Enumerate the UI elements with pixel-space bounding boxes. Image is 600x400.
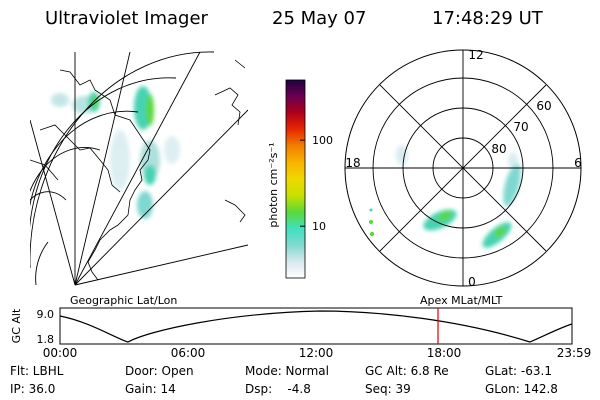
gc-alt-info: GC Alt: 6.8 Re xyxy=(365,364,449,378)
mlat-label-80: 80 xyxy=(491,142,506,156)
altitude-xtick: 06:00 xyxy=(171,346,206,360)
left-map-label: Geographic Lat/Lon xyxy=(70,294,177,307)
door-info: Door: Open xyxy=(125,364,194,378)
polar-map: 12 0 18 6 60 70 80 xyxy=(344,48,582,289)
coastlines xyxy=(30,59,246,281)
mlat-label-70: 70 xyxy=(513,120,528,134)
colorbar-tick-label: 100 xyxy=(312,134,333,147)
left-aurora-emission xyxy=(51,86,180,219)
colorbar-label: photon cm⁻²s⁻¹ xyxy=(267,142,280,227)
seq-info: Seq: 39 xyxy=(365,382,411,396)
mlt-label-left: 18 xyxy=(345,156,360,170)
right-map-label: Apex MLat/MLT xyxy=(420,294,503,307)
outlier-dot xyxy=(369,220,373,224)
right-aurora-emission xyxy=(396,145,521,248)
glon-info: GLon: 142.8 xyxy=(485,382,558,396)
colorbar-ticks: 100 10 xyxy=(300,134,333,233)
geographic-map xyxy=(30,51,248,286)
time-label: 17:48:29 UT xyxy=(432,8,544,29)
filter-info: Flt: LBHL xyxy=(10,364,64,378)
glat-info: GLat: -63.1 xyxy=(485,364,552,378)
altitude-curve xyxy=(59,310,573,343)
altitude-ytick-low: 1.8 xyxy=(37,333,55,346)
date-label: 25 May 07 xyxy=(272,8,366,29)
colorbar-tick-label: 10 xyxy=(312,220,326,233)
gain-info: Gain: 14 xyxy=(125,382,176,396)
mode-info: Mode: Normal xyxy=(245,364,329,378)
polar-boundary xyxy=(344,49,582,287)
polar-grid xyxy=(345,50,581,286)
geo-grid xyxy=(30,51,248,286)
colorbar-gradient xyxy=(285,79,306,279)
mlt-label-bottom: 0 xyxy=(468,275,476,289)
mlt-label-right: 6 xyxy=(574,156,582,170)
mlt-label-top: 12 xyxy=(468,48,483,62)
altitude-ylabel: GC Alt xyxy=(10,308,23,343)
altitude-plot-frame xyxy=(59,307,573,345)
colorbar: 100 10 photon cm⁻²s⁻¹ xyxy=(267,79,333,279)
outlier-dot xyxy=(369,231,375,237)
altitude-ytick-high: 9.0 xyxy=(37,308,55,321)
altitude-xtick: 18:00 xyxy=(427,346,462,360)
ip-info: IP: 36.0 xyxy=(10,382,56,396)
mlat-label-60: 60 xyxy=(536,99,551,113)
altitude-xtick: 23:59 xyxy=(557,346,592,360)
dsp-info: Dsp: -4.8 xyxy=(245,382,311,396)
altitude-plot: GC Alt 9.0 1.8 00:00 06:00 12:00 18:00 2… xyxy=(10,307,592,360)
outlier-dot xyxy=(369,208,373,212)
altitude-xtick: 00:00 xyxy=(43,346,78,360)
altitude-xtick: 12:00 xyxy=(299,346,334,360)
instrument-title: Ultraviolet Imager xyxy=(45,8,209,29)
